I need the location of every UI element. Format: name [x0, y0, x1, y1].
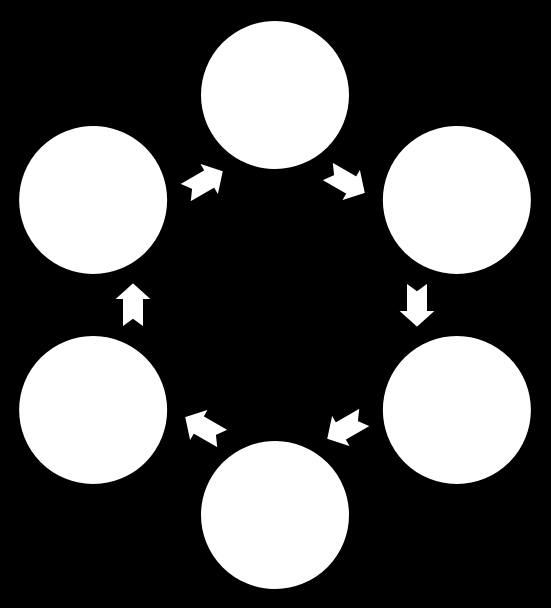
cycle-node [382, 125, 532, 275]
cycle-node [200, 20, 350, 170]
cycle-node [18, 125, 168, 275]
cycle-node [200, 440, 350, 590]
cycle-diagram [0, 0, 551, 608]
cycle-node [18, 335, 168, 485]
cycle-node [382, 335, 532, 485]
